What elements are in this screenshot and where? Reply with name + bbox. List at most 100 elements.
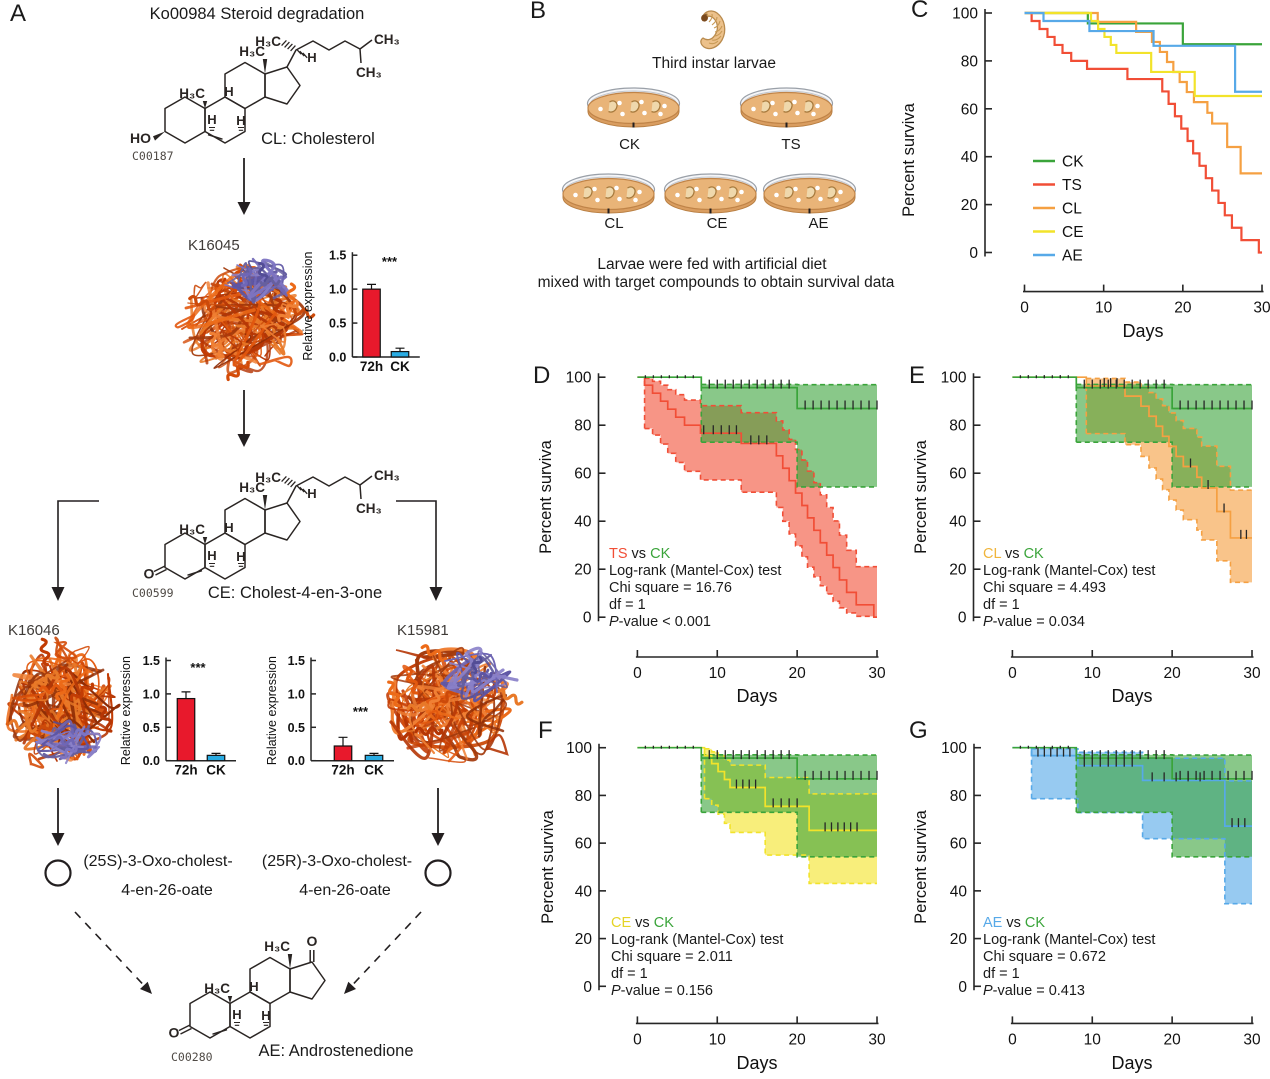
- bar-72h: [333, 745, 353, 762]
- x-tick-label: 20: [1174, 300, 1192, 317]
- significance-stars: ***: [382, 254, 398, 269]
- dashed-arrow-25s-to-ae: [74, 911, 152, 994]
- x-tick-label: 30: [1243, 665, 1261, 682]
- ci-band-CK: [701, 384, 878, 487]
- atom-label: O: [169, 1025, 180, 1041]
- atom-label: O: [144, 566, 155, 582]
- legend-label-CK: CK: [1062, 154, 1084, 171]
- y-tick-label: 60: [950, 836, 968, 853]
- panel-label-b: B: [530, 0, 547, 24]
- comparison-group-b: CK: [1023, 546, 1044, 562]
- ci-border-AE: [1030, 748, 1253, 905]
- y-tick-label: 100: [566, 740, 592, 757]
- petri-dish-CE: [663, 173, 758, 214]
- comparison-group-a: CE: [611, 915, 632, 931]
- y-axis-title: Percent surviva: [912, 439, 930, 554]
- y-axis-title: Percent surviva: [912, 809, 930, 924]
- atom-label: H: [307, 50, 316, 65]
- arrow-k16045-to-ce: [237, 390, 251, 447]
- km-panel-D: 0 20 40 60 80 100 0 10 20 30 Days Percent surviva: [537, 370, 886, 706]
- bar-CK: [206, 754, 226, 762]
- comparison-group-a: CL: [983, 546, 1001, 562]
- stats-df: df = 1: [611, 966, 648, 982]
- bar-category-label: CK: [390, 359, 410, 374]
- bar-chart-expr2: 0.0 0.5 1.0 1.5 72h CK *** Relative expression: [119, 654, 236, 778]
- stats-block-D: TS vs CK Log-rank (Mantel-Cox) test Chi sq…: [609, 546, 781, 631]
- ci-border-CK: [1075, 383, 1253, 488]
- y-tick-label: 40: [575, 883, 593, 900]
- y-tick-label: 100: [952, 6, 978, 23]
- atom-label: H₃C: [264, 939, 290, 954]
- panel-label-d: D: [533, 362, 551, 389]
- petri-dish-CK: [586, 87, 681, 128]
- protein-ribbon-k16045: [174, 257, 316, 382]
- atom-label: H: [207, 112, 216, 127]
- significance-stars: ***: [190, 660, 206, 675]
- ci-border-CE: [703, 748, 878, 885]
- stats-df: df = 1: [983, 597, 1020, 613]
- panel-label-e: E: [909, 362, 926, 389]
- dashed-arrow-25r-to-ae: [344, 911, 422, 994]
- x-tick-label: 10: [709, 1031, 727, 1048]
- x-tick-label: 20: [1164, 1031, 1182, 1048]
- error-bar: [367, 283, 376, 290]
- y-tick-label: 40: [574, 514, 592, 531]
- km-curve-CE: [1024, 11, 1263, 98]
- y-tick-label: 1.5: [288, 654, 305, 668]
- panel-label-c: C: [911, 0, 929, 23]
- y-tick-label: 0: [969, 245, 978, 262]
- arrow-right-to-25r: [431, 788, 445, 846]
- error-bar: [211, 752, 221, 756]
- stats-df: df = 1: [609, 597, 646, 613]
- significance-stars: ***: [353, 704, 369, 719]
- dish-label-ts: TS: [781, 136, 801, 153]
- atom-label: H: [249, 979, 258, 994]
- y-tick-label: 80: [961, 53, 979, 70]
- km-curve-TS: [637, 376, 878, 619]
- y-tick-label: 0.5: [329, 317, 346, 331]
- y-tick-label: 80: [574, 418, 592, 435]
- atom-label: O: [307, 933, 318, 949]
- intermediate-25s-line2: 4-en-26-oate: [121, 882, 213, 899]
- intermediate-25r-line1: (25R)-3-Oxo-cholest-: [261, 853, 413, 870]
- stats-block-G: AE vs CK Log-rank (Mantel-Cox) test Chi sq…: [983, 915, 1155, 1000]
- ci-border-TS: [643, 377, 878, 618]
- x-tick-label: 0: [1008, 1031, 1017, 1048]
- y-tick-label: 60: [575, 836, 593, 853]
- comparison-vs: vs: [627, 546, 651, 562]
- atom-label: H: [207, 548, 216, 563]
- intermediate-circle-25r: [424, 859, 452, 887]
- atom-label: H: [236, 113, 245, 128]
- km-panel-G: 0 20 40 60 80 100 0 10 20 30 Days Percent surviva: [912, 740, 1261, 1073]
- y-axis-title: Percent surviva: [539, 809, 557, 924]
- y-tick-label: 40: [949, 514, 967, 531]
- y-tick-label: 1.5: [329, 249, 346, 263]
- cholesterol-kegg-code: C00187: [132, 149, 174, 163]
- stats-chi-square: Chi square = 2.011: [611, 949, 733, 965]
- cholesterol-name: CL: Cholesterol: [261, 130, 375, 148]
- bar-72h: [176, 697, 196, 762]
- y-tick-label: 0: [958, 979, 967, 996]
- bar-CK: [364, 754, 384, 762]
- dish-label-ae: AE: [808, 215, 829, 232]
- y-tick-label: 0.5: [288, 721, 305, 735]
- x-tick-label: 0: [1008, 665, 1017, 682]
- stats-chi-square: Chi square = 16.76: [609, 580, 732, 596]
- bar-CK: [390, 350, 410, 358]
- intermediate-25s-line1: (25S)-3-Oxo-cholest-: [83, 853, 233, 870]
- ce-name: CE: Cholest-4-en-3-one: [207, 584, 383, 602]
- y-tick-label: 1.5: [143, 654, 160, 668]
- protein-ribbon-k16046: [5, 636, 121, 769]
- branch-right-arrow: [396, 500, 443, 601]
- y-tick-label: 100: [566, 370, 592, 387]
- x-axis-title: Days: [1122, 321, 1163, 341]
- atom-label: H₃C: [204, 981, 230, 996]
- km-curve-CL: [1012, 376, 1253, 539]
- stats-p-value: P-value < 0.001: [609, 614, 711, 630]
- atom-label: H₃C: [239, 44, 265, 59]
